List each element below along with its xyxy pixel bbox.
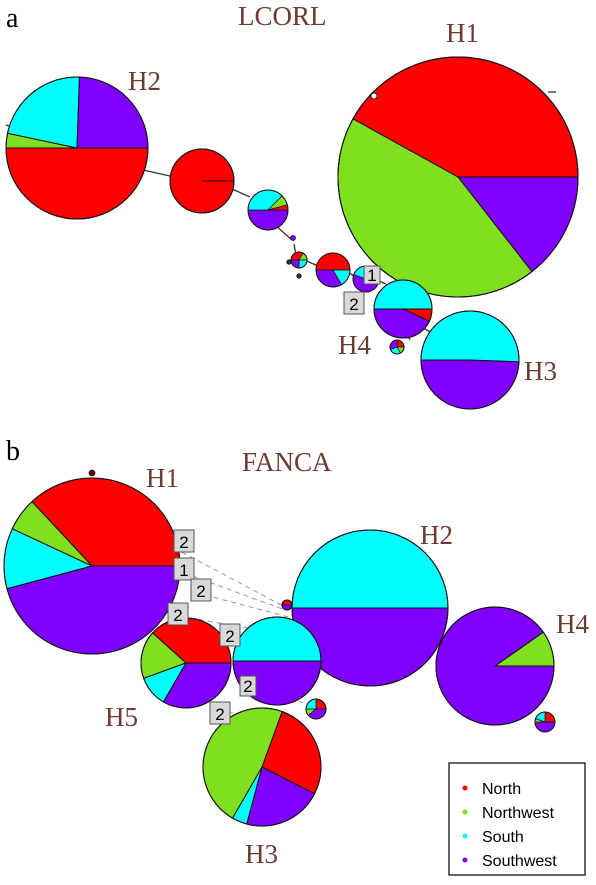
panel-a-letter: a xyxy=(6,3,19,34)
panel-b-step-box: 2 xyxy=(209,701,231,725)
panel-b-step-box: 2 xyxy=(219,623,241,647)
network-edge xyxy=(142,169,171,177)
network-edge xyxy=(204,594,301,621)
panel-a-step-box: 1 xyxy=(363,265,381,285)
legend-marker-north xyxy=(462,785,468,791)
pie-a-mid xyxy=(247,189,289,231)
pie-b-h3 xyxy=(202,707,322,827)
panel-b-label-h5: H5 xyxy=(105,702,138,732)
pie-a-mid-slice-southwest xyxy=(247,209,289,231)
panel-b-label-h4: H4 xyxy=(556,609,589,639)
haplotype-pies xyxy=(3,56,579,827)
mutation-dot xyxy=(88,469,96,477)
panel-b-label-h3: H3 xyxy=(245,839,278,869)
panel-a-label-h3: H3 xyxy=(524,356,557,386)
panel-b-letter: b xyxy=(6,436,20,467)
pie-b-mid xyxy=(232,616,322,706)
pie-b-tiny xyxy=(281,599,293,611)
panel-b-gene-title: FANCA xyxy=(242,447,332,477)
panel-a-step-box: 2 xyxy=(343,291,365,315)
svg-text:2: 2 xyxy=(215,705,224,724)
pie-a-h4-small xyxy=(389,339,405,355)
legend-marker-south xyxy=(462,833,468,839)
svg-text:1: 1 xyxy=(367,266,376,285)
network-edge xyxy=(231,188,251,198)
pie-b-small1 xyxy=(305,698,327,720)
svg-text:1: 1 xyxy=(179,561,188,580)
panel-b-step-box: 2 xyxy=(239,675,257,697)
svg-text:2: 2 xyxy=(243,677,252,696)
panel-b-step-box: 1 xyxy=(173,557,195,581)
svg-text:2: 2 xyxy=(196,582,205,601)
mutation-dot xyxy=(296,273,302,279)
pie-a-h4 xyxy=(373,279,433,339)
pie-b-small2 xyxy=(534,711,556,733)
pie-a-node1 xyxy=(315,252,351,288)
legend-marker-northwest xyxy=(462,809,468,815)
pie-b-small2-slice-southwest xyxy=(534,721,556,733)
mutation-dot xyxy=(290,235,296,241)
panel-a-label-h2: H2 xyxy=(128,66,161,96)
pie-a-h2 xyxy=(5,76,149,220)
panel-a-label-h1: H1 xyxy=(446,18,479,48)
pie-a-h2-slice-north xyxy=(5,147,149,220)
panel-b-step-box: 2 xyxy=(190,578,212,602)
pie-b-h1 xyxy=(3,477,181,655)
svg-text:2: 2 xyxy=(179,533,188,552)
legend-item-north: North xyxy=(482,781,521,798)
svg-text:2: 2 xyxy=(225,627,234,646)
pie-a-h3 xyxy=(420,310,520,410)
mutation-dot xyxy=(286,259,292,265)
pie-b-h4 xyxy=(435,606,555,726)
pie-b-h4-slice-southwest xyxy=(435,606,555,726)
pie-a-node3 xyxy=(290,251,308,269)
panel-a-label-h4: H4 xyxy=(338,330,371,360)
panel-b-label-h1: H1 xyxy=(146,463,179,493)
panel-a-gene-title: LCORL xyxy=(238,1,327,31)
pie-a-node1-slice-north xyxy=(315,252,351,271)
pie-b-h2 xyxy=(291,529,449,687)
pie-b-h5 xyxy=(140,617,232,709)
legend-item-south: South xyxy=(482,829,524,846)
pie-a-small-red xyxy=(169,148,235,214)
legend: North Northwest South Southwest xyxy=(448,762,586,876)
legend-item-northwest: Northwest xyxy=(482,805,555,822)
pie-a-h3-slice-southwest xyxy=(420,359,520,410)
legend-item-southwest: Southwest xyxy=(482,853,557,870)
panel-b-step-box: 2 xyxy=(167,602,189,626)
legend-marker-southwest xyxy=(462,857,468,863)
mutation-dot xyxy=(370,92,378,100)
pie-a-h1 xyxy=(337,56,579,298)
panel-b-step-box: 2 xyxy=(173,529,195,553)
svg-text:2: 2 xyxy=(349,295,358,314)
pie-a-h3-slice-south xyxy=(420,310,520,363)
panel-b-label-h2: H2 xyxy=(420,520,453,550)
svg-text:2: 2 xyxy=(173,606,182,625)
